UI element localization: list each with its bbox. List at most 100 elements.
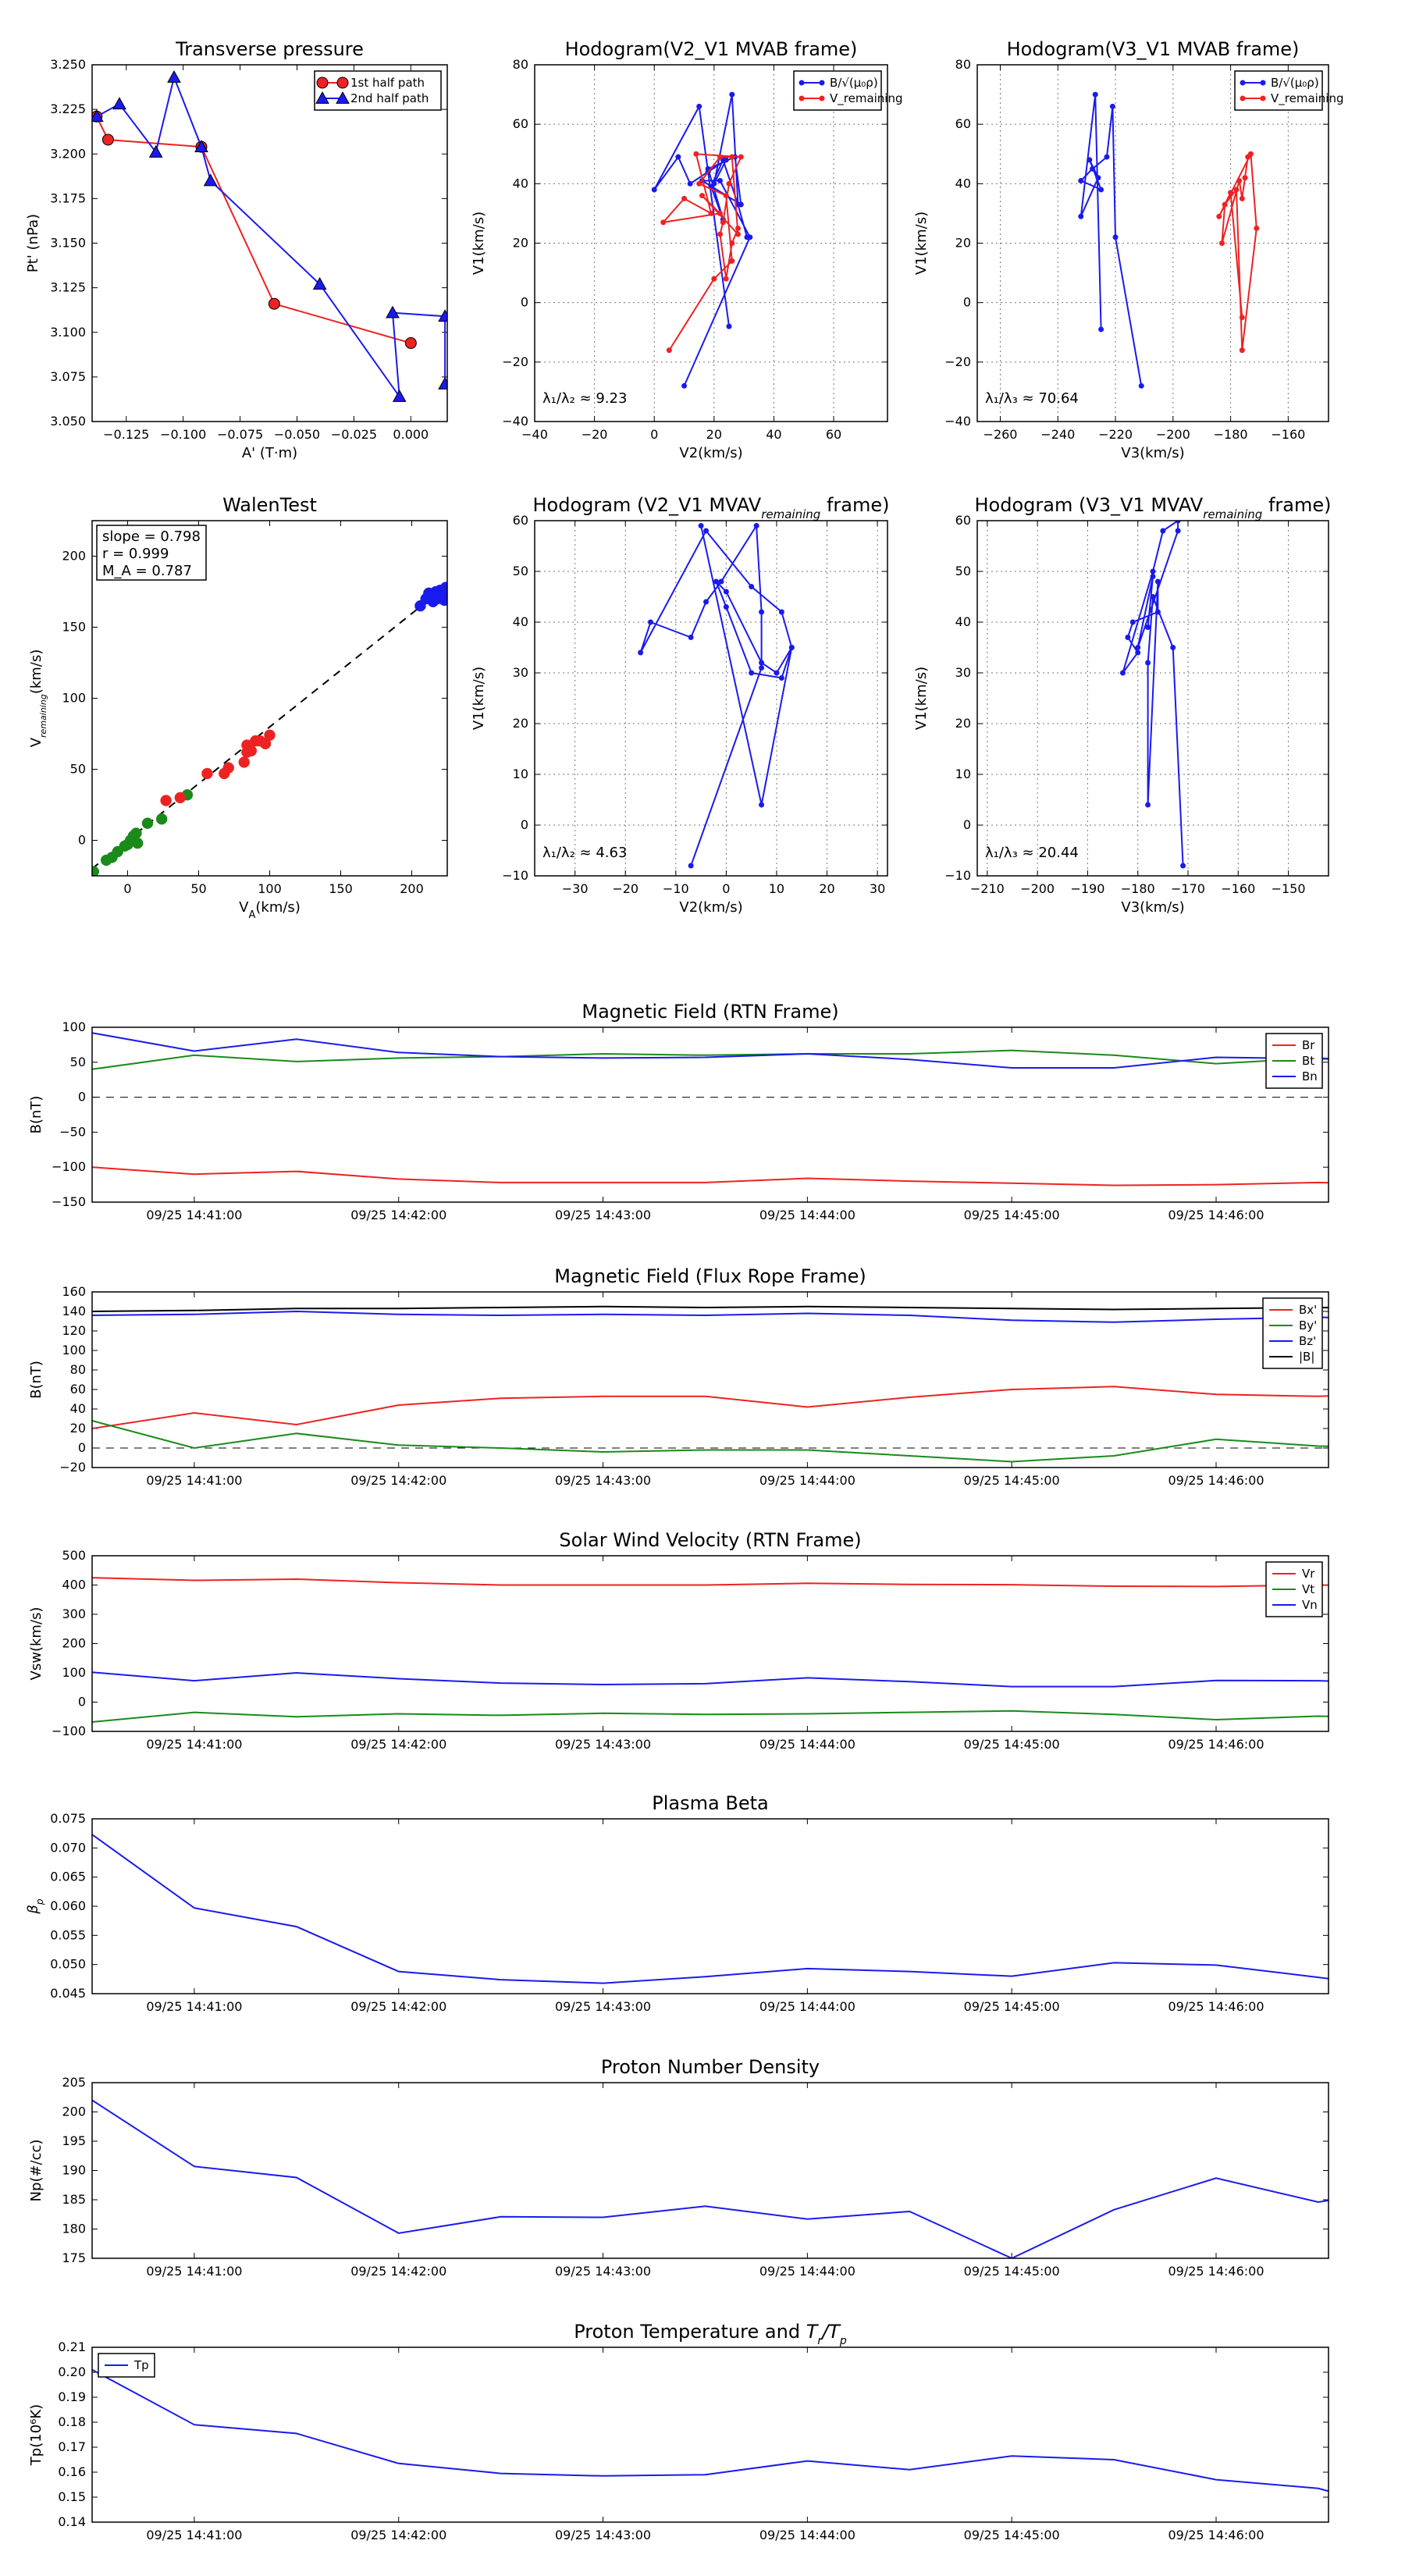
y-tick-label: 60: [955, 116, 971, 131]
chart-title: Magnetic Field (Flux Rope Frame): [554, 1265, 866, 1287]
series-line-Np: [92, 2099, 1329, 2258]
axes-frame: [91, 1555, 1329, 1732]
chart-title: Hodogram(V2_V1 MVAB frame): [565, 38, 858, 60]
x-tick-label: 0: [650, 427, 658, 442]
scatter-point: [439, 582, 447, 593]
y-tick-label: 100: [62, 1343, 86, 1357]
data-point: [681, 195, 688, 201]
y-tick-label: −20: [944, 354, 971, 369]
x-axis-label-base: V: [239, 899, 249, 916]
data-point: [1095, 175, 1101, 181]
series-line-|B|: [92, 1305, 1329, 1312]
data-point: [717, 210, 723, 216]
legend-marker: [799, 80, 805, 86]
data-point: [687, 180, 693, 187]
plot-area: [92, 69, 447, 402]
data-point: [438, 309, 447, 322]
data-point: [1112, 234, 1119, 240]
legend-marker: [819, 95, 825, 101]
y-tick-label: 175: [62, 2250, 86, 2265]
chart-title-text: Hodogram (V2_V1 MVAV: [533, 494, 762, 516]
chart-title: Proton Number Density: [601, 2056, 820, 2078]
y-tick-label: 120: [62, 1323, 86, 1338]
data-point: [778, 609, 784, 615]
chart-title-text: Transverse pressure: [175, 38, 364, 60]
y-tick-label: 0.055: [50, 1927, 86, 1942]
x-tick-label: −190: [1070, 881, 1104, 896]
chart-title-tail: frame): [1262, 494, 1331, 516]
legend-box: [314, 70, 442, 111]
y-axis-label: B(nT): [28, 1096, 44, 1134]
data-point: [1150, 568, 1156, 575]
data-point: [696, 103, 702, 109]
series-line-B/√(μ₀ρ): [1080, 94, 1143, 386]
x-tick-label: −0.050: [274, 427, 320, 442]
y-tick-label: 60: [955, 513, 971, 528]
y-tick-label: 205: [62, 2075, 86, 2090]
x-tick-label: 09/25 14:41:00: [146, 2528, 242, 2542]
data-point: [1098, 187, 1104, 193]
scatter-point: [141, 817, 154, 829]
data-point: [1145, 802, 1151, 808]
data-point: [666, 347, 672, 354]
y-tick-label: 10: [513, 767, 528, 781]
scatter-point: [131, 837, 144, 849]
stats-line: slope = 0.798: [102, 528, 201, 545]
y-tick-label: 0.065: [50, 1870, 86, 1884]
plot-area: [92, 2368, 1329, 2492]
stats-line: M_A = 0.787: [102, 563, 192, 579]
x-tick-label: 09/25 14:46:00: [1168, 1999, 1264, 2014]
legend-label: 1st half path: [350, 76, 425, 90]
data-point: [774, 670, 780, 676]
data-point: [312, 277, 327, 290]
x-tick-label: 09/25 14:41:00: [146, 1473, 242, 1488]
chart-h3: Hodogram (V2_V1 MVAVremaining frame) −30 −…: [471, 494, 889, 916]
data-point: [1104, 154, 1110, 160]
x-tick-label: 09/25 14:43:00: [555, 1737, 651, 1752]
y-tick-label: 0.045: [50, 1986, 86, 2001]
data-point: [729, 91, 735, 98]
data-point: [723, 276, 729, 282]
data-point: [1175, 528, 1181, 534]
data-point: [675, 154, 681, 160]
x-tick-label: 40: [766, 427, 781, 442]
legend-label: Bn: [1302, 1069, 1318, 1083]
series-line-Vr: [92, 1577, 1329, 1588]
y-tick-label: 0: [963, 817, 971, 832]
x-tick-label: 09/25 14:43:00: [555, 2528, 651, 2542]
axes-frame: [91, 2082, 1329, 2259]
eigen-ratio-annotation: λ₁/λ₂ ≈ 9.23: [542, 390, 627, 407]
data-point: [703, 599, 710, 605]
x-tick-label: 0.000: [393, 427, 429, 442]
data-point: [1145, 624, 1151, 630]
y-tick-label: 200: [62, 2105, 86, 2119]
scatter-point: [238, 756, 250, 768]
y-tick-label: 3.100: [50, 325, 86, 340]
chart-title: Plasma Beta: [652, 1792, 768, 1814]
data-point: [688, 635, 694, 640]
y-tick-label: 30: [955, 665, 971, 680]
x-tick-label: 0: [123, 881, 131, 896]
y-tick-label: 150: [62, 620, 86, 635]
plot-area: [1078, 91, 1260, 389]
y-axis-label-base: β: [25, 1905, 41, 1915]
legend-label: Bz': [1299, 1334, 1316, 1348]
legend-label: |B|: [1299, 1350, 1314, 1364]
y-tick-label: 185: [62, 2192, 86, 2207]
series-line-Bz': [92, 1310, 1329, 1323]
data-point: [1160, 528, 1166, 534]
x-tick-label: 09/25 14:42:00: [350, 2264, 446, 2279]
x-tick-label: −180: [1121, 881, 1155, 896]
plot-area: [651, 91, 753, 389]
data-point: [1090, 165, 1096, 172]
legend: B/√(μ₀ρ)V_remaining: [793, 70, 903, 111]
scatter-point: [439, 594, 447, 607]
y-axis-label: V1(km/s): [471, 212, 487, 275]
y-tick-label: −40: [944, 414, 971, 429]
data-point: [698, 523, 704, 528]
data-point: [688, 863, 694, 869]
legend-label: Bx': [1299, 1303, 1317, 1317]
y-tick-label: 0.21: [58, 2339, 86, 2354]
